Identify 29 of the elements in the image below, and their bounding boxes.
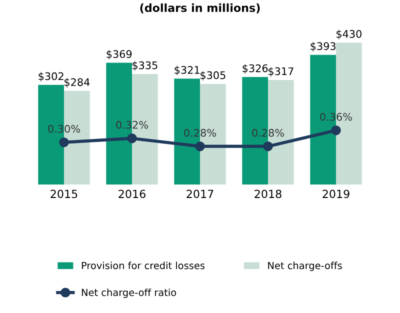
data-label: 0.32% — [116, 120, 148, 129]
point — [59, 137, 69, 148]
data-label: 0.28% — [184, 128, 216, 137]
data-label: 0.30% — [48, 124, 80, 133]
legend-label: Provision for credit losses — [82, 262, 205, 270]
data-label: $302 — [38, 72, 64, 82]
x-tick-label: 2018 — [254, 190, 282, 198]
data-label: $317 — [268, 67, 294, 77]
data-label: 0.36% — [320, 112, 352, 121]
data-label: $326 — [242, 64, 268, 74]
point — [195, 141, 205, 152]
data-label: $430 — [336, 30, 362, 40]
x-tick-label: 2015 — [50, 190, 78, 198]
data-label: $305 — [200, 71, 226, 81]
data-label: $335 — [132, 61, 158, 71]
legend-label: Net charge-off ratio — [82, 288, 176, 298]
x-tick-label: 2017 — [186, 190, 214, 198]
legend-label: Net charge-offs — [268, 262, 342, 272]
data-label: 0.28% — [252, 128, 284, 137]
data-label: $284 — [64, 78, 90, 88]
point — [331, 125, 341, 136]
point — [127, 133, 137, 144]
point — [263, 141, 273, 152]
data-label: $393 — [310, 42, 336, 52]
x-tick-label: 2016 — [118, 190, 146, 198]
chart-title: (dollars in millions) — [140, 3, 260, 14]
data-label: $321 — [174, 66, 200, 76]
x-tick-label: 2019 — [322, 190, 350, 198]
data-label: $369 — [106, 50, 132, 60]
